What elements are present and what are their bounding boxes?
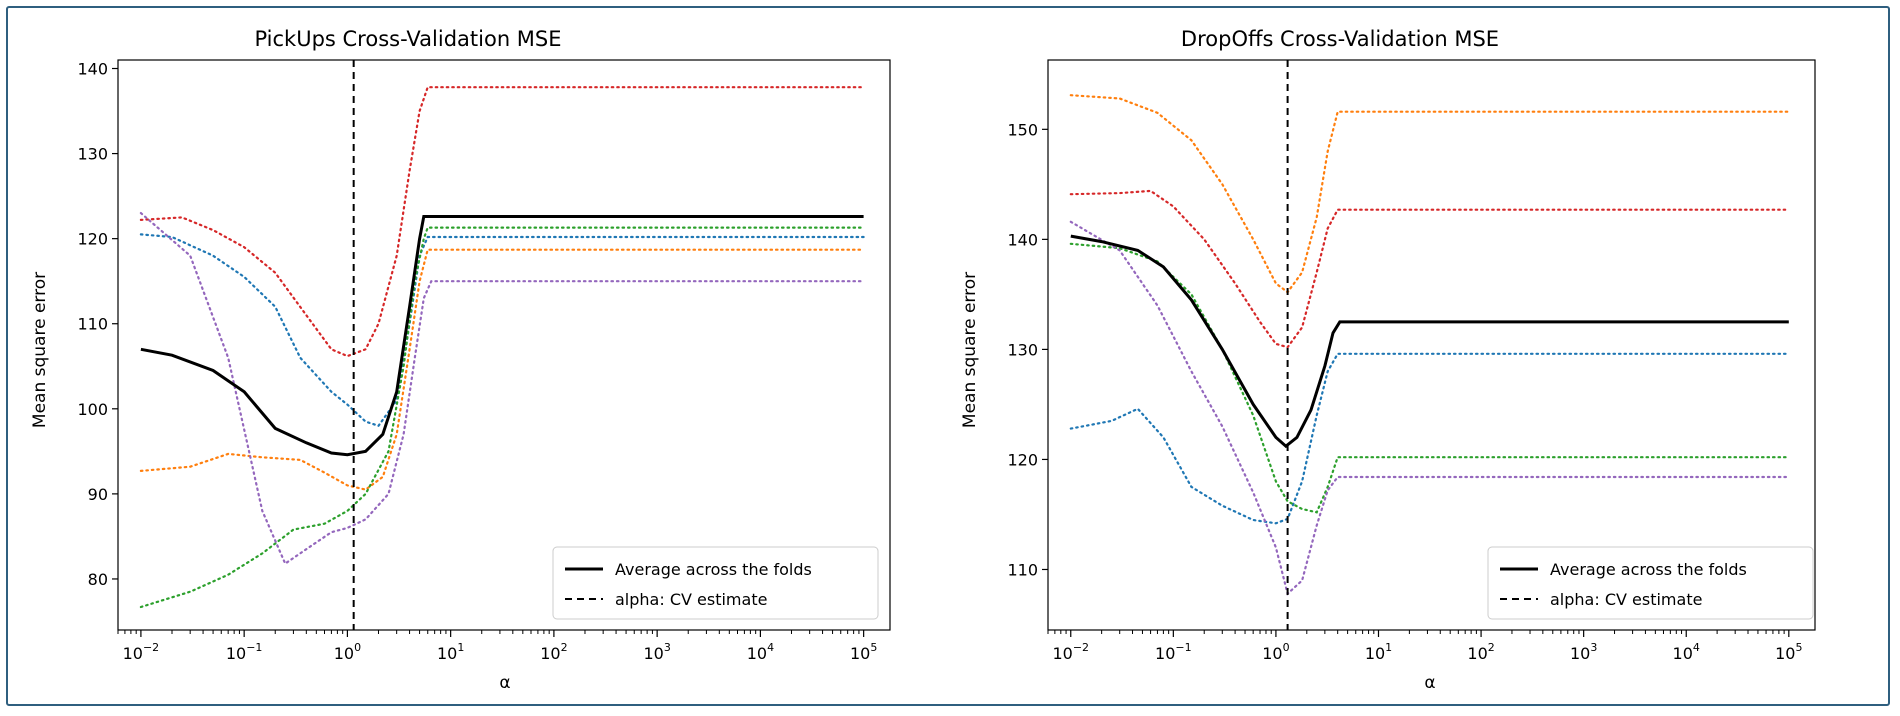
- dropoffs-legend-average-label: Average across the folds: [1550, 560, 1747, 579]
- dropoffs-fold-line-1: [1069, 352, 1790, 525]
- pickups-y-tick-label: 110: [77, 315, 108, 334]
- pickups-fold-line-5: [139, 212, 865, 566]
- pickups-average-line: [140, 215, 864, 457]
- pickups-x-tick-label: 105: [850, 641, 877, 663]
- pickups-fold-line-4: [139, 86, 865, 358]
- dropoffs-legend-cv-label: alpha: CV estimate: [1550, 590, 1702, 609]
- dropoffs-plot-frame: [1047, 59, 1816, 631]
- pickups-plot-frame: [117, 59, 891, 631]
- dropoffs-fold-line-2: [1069, 94, 1790, 294]
- pickups-legend-box: [552, 546, 879, 620]
- dropoffs-fold-line-5: [1069, 220, 1790, 596]
- dropoffs-y-tick-label: 150: [1007, 120, 1038, 139]
- dropoffs-y-tick-label: 140: [1007, 230, 1038, 249]
- dropoffs-chart-title: DropOffs Cross-Validation MSE: [1181, 27, 1499, 51]
- pickups-y-tick-label: 100: [77, 400, 108, 419]
- dropoffs-y-tick-label: 120: [1007, 450, 1038, 469]
- dropoffs-x-axis-label: α: [1424, 673, 1435, 693]
- pickups-x-tick-label: 103: [643, 641, 670, 663]
- pickups-y-tick-label: 80: [88, 570, 108, 589]
- dropoffs-legend: Average across the folds alpha: CV estima…: [1487, 546, 1814, 620]
- pickups-legend-cv-label: alpha: CV estimate: [615, 590, 767, 609]
- pickups-y-tick-label: 130: [77, 145, 108, 164]
- pickups-x-axis-label: α: [499, 673, 510, 693]
- pickups-chart: PickUps Cross-Validation MSE α Mean squa…: [30, 27, 891, 693]
- pickups-x-tick-label: 102: [540, 641, 567, 663]
- pickups-y-axis-label: Mean square error: [30, 272, 50, 428]
- pickups-chart-title: PickUps Cross-Validation MSE: [254, 27, 561, 51]
- pickups-x-tick-label: 10−1: [226, 641, 263, 663]
- dropoffs-x-tick-label: 10−1: [1155, 641, 1192, 663]
- dropoffs-x-tick-label: 103: [1570, 641, 1597, 663]
- pickups-x-tick-label: 100: [334, 641, 361, 663]
- dropoffs-x-tick-label: 100: [1262, 641, 1289, 663]
- dropoffs-average-line: [1070, 234, 1789, 449]
- pickups-x-tick-label: 10−2: [123, 641, 160, 663]
- dropoffs-chart: DropOffs Cross-Validation MSE α Mean squ…: [960, 27, 1816, 693]
- pickups-x-tick-label: 104: [747, 641, 774, 663]
- pickups-fold-line-3: [139, 226, 865, 609]
- dropoffs-x-tick-label: 10−2: [1052, 641, 1089, 663]
- dropoffs-y-axis-label: Mean square error: [960, 272, 980, 428]
- pickups-legend-average-label: Average across the folds: [615, 560, 812, 579]
- dropoffs-x-tick-label: 104: [1673, 641, 1700, 663]
- dropoffs-legend-box: [1487, 546, 1814, 620]
- pickups-x-tick-label: 101: [437, 641, 464, 663]
- pickups-y-tick-label: 140: [77, 60, 108, 79]
- dropoffs-x-tick-label: 101: [1365, 641, 1392, 663]
- pickups-legend: Average across the folds alpha: CV estima…: [552, 546, 879, 620]
- dropoffs-x-tick-label: 105: [1775, 641, 1802, 663]
- dropoffs-fold-line-4: [1069, 189, 1790, 349]
- dropoffs-y-tick-label: 130: [1007, 340, 1038, 359]
- pickups-y-tick-label: 90: [88, 485, 108, 504]
- dropoffs-y-tick-label: 110: [1007, 560, 1038, 579]
- dropoffs-x-tick-label: 102: [1467, 641, 1494, 663]
- pickups-y-tick-label: 120: [77, 230, 108, 249]
- pickups-fold-line-2: [139, 248, 865, 491]
